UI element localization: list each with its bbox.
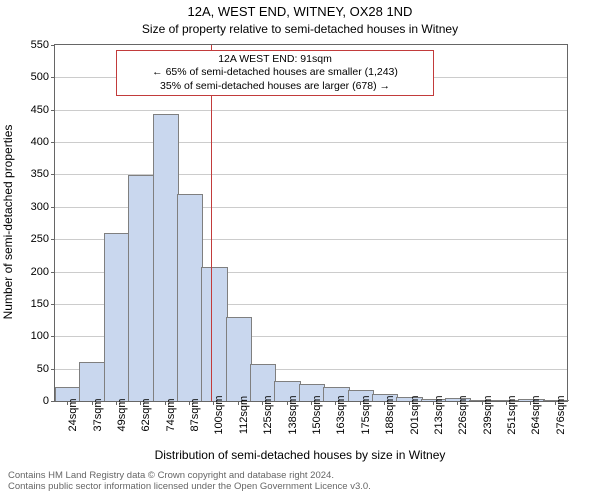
ytick-label: 550 <box>31 39 49 51</box>
ytick-mark <box>51 239 55 240</box>
y-axis-label: Number of semi-detached properties <box>1 125 15 320</box>
xtick-label: 37sqm <box>92 398 104 431</box>
xtick-label: 138sqm <box>287 395 299 434</box>
ytick-label: 200 <box>31 266 49 278</box>
annotation-box: 12A WEST END: 91sqm← 65% of semi-detache… <box>116 50 433 95</box>
histogram-bar <box>128 175 154 401</box>
footer-attribution: Contains HM Land Registry data © Crown c… <box>8 470 371 493</box>
ytick-label: 300 <box>31 201 49 213</box>
ytick-label: 350 <box>31 168 49 180</box>
reference-line <box>211 45 212 401</box>
histogram-bar <box>104 233 130 401</box>
ytick-label: 150 <box>31 298 49 310</box>
histogram-bar <box>201 267 227 401</box>
xtick-label: 188sqm <box>384 395 396 434</box>
xtick-label: 100sqm <box>213 395 225 434</box>
annotation-line: 12A WEST END: 91sqm <box>121 53 428 66</box>
xtick-label: 49sqm <box>116 398 128 431</box>
annotation-line: ← 65% of semi-detached houses are smalle… <box>121 66 428 79</box>
chart-subtitle: Size of property relative to semi-detach… <box>0 22 600 36</box>
xtick-label: 251sqm <box>506 395 518 434</box>
xtick-label: 276sqm <box>555 395 567 434</box>
ytick-label: 50 <box>37 363 49 375</box>
xtick-label: 150sqm <box>311 395 323 434</box>
xtick-label: 87sqm <box>189 398 201 431</box>
x-axis-label: Distribution of semi-detached houses by … <box>0 448 600 462</box>
footer-line-1: Contains HM Land Registry data © Crown c… <box>8 470 371 481</box>
ytick-label: 250 <box>31 233 49 245</box>
ytick-label: 450 <box>31 104 49 116</box>
xtick-label: 112sqm <box>238 396 250 434</box>
xtick-label: 74sqm <box>165 398 177 431</box>
histogram-bar <box>79 362 105 401</box>
ytick-mark <box>51 110 55 111</box>
footer-line-2: Contains public sector information licen… <box>8 481 371 492</box>
annotation-line: 35% of semi-detached houses are larger (… <box>121 80 428 93</box>
xtick-label: 201sqm <box>409 395 421 434</box>
chart-title: 12A, WEST END, WITNEY, OX28 1ND <box>0 4 600 19</box>
histogram-bar <box>177 194 203 401</box>
ytick-mark <box>51 45 55 46</box>
xtick-label: 264sqm <box>530 395 542 434</box>
grid-line <box>55 142 567 143</box>
histogram-bar <box>226 317 252 401</box>
ytick-label: 100 <box>31 330 49 342</box>
xtick-label: 239sqm <box>482 395 494 434</box>
ytick-mark <box>51 77 55 78</box>
xtick-label: 24sqm <box>67 398 79 431</box>
ytick-mark <box>51 336 55 337</box>
ytick-label: 400 <box>31 136 49 148</box>
xtick-label: 163sqm <box>335 395 347 434</box>
xtick-label: 62sqm <box>140 398 152 431</box>
ytick-label: 0 <box>43 395 49 407</box>
xtick-label: 175sqm <box>360 395 372 434</box>
plot-area: 05010015020025030035040045050055024sqm37… <box>54 44 568 402</box>
ytick-mark <box>51 272 55 273</box>
ytick-mark <box>51 207 55 208</box>
ytick-mark <box>51 369 55 370</box>
ytick-mark <box>51 304 55 305</box>
xtick-label: 125sqm <box>262 395 274 434</box>
grid-line <box>55 110 567 111</box>
ytick-mark <box>51 174 55 175</box>
chart-container: 12A, WEST END, WITNEY, OX28 1ND Size of … <box>0 0 600 500</box>
ytick-label: 500 <box>31 71 49 83</box>
histogram-bar <box>153 114 179 401</box>
xtick-label: 226sqm <box>457 395 469 434</box>
ytick-mark <box>51 401 55 402</box>
ytick-mark <box>51 142 55 143</box>
xtick-label: 213sqm <box>433 395 445 434</box>
